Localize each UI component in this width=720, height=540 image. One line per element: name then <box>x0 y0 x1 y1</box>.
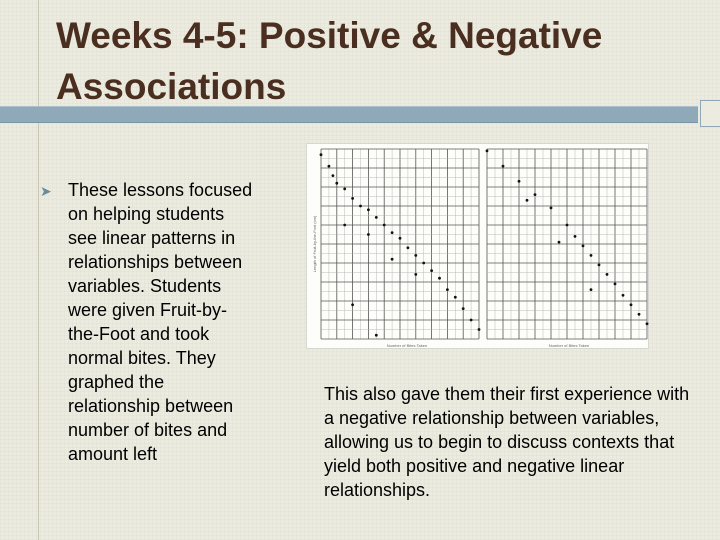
slide-title: Weeks 4-5: Positive & Negative Associati… <box>56 15 603 107</box>
chart-1-point <box>629 303 633 307</box>
chart-1-point <box>525 198 529 202</box>
chart-1-point <box>589 254 593 257</box>
slide-left-rule <box>38 0 39 540</box>
arrowhead-bullet-icon: ➤ <box>40 183 52 199</box>
chart-0-point <box>430 269 433 272</box>
chart-0-point <box>319 153 323 157</box>
chart-0-point <box>453 295 457 299</box>
chart-0-point <box>359 204 362 208</box>
chart-0-point <box>390 257 394 261</box>
chart-0-point <box>390 231 394 234</box>
chart-1-point <box>557 240 561 244</box>
chart-1-point <box>573 235 577 238</box>
chart-1-point <box>621 293 625 297</box>
chart-1-point <box>637 312 641 316</box>
chart-1-point <box>501 164 505 168</box>
chart-1-point <box>549 206 553 210</box>
chart-1-point <box>589 288 593 291</box>
chart-0-point <box>477 328 481 331</box>
chart-0-point <box>331 174 335 177</box>
chart-0-point <box>343 187 347 191</box>
chart-0-point <box>374 216 378 219</box>
chart-0-point <box>438 276 441 280</box>
chart-0-point <box>351 197 354 200</box>
chart-1-point <box>581 244 585 248</box>
chart-0-point <box>327 164 331 168</box>
graph-grid <box>320 148 648 340</box>
chart-0-point <box>406 246 410 250</box>
chart-0-point <box>382 223 386 227</box>
right-paragraph: This also gave them their first experien… <box>324 384 690 500</box>
title-accent-bar <box>0 106 698 123</box>
chart-1-point <box>605 273 609 276</box>
chart-0-point <box>351 303 354 307</box>
chart-0-point <box>367 208 370 212</box>
chart-1-point <box>533 193 537 196</box>
chart-0-point <box>374 333 378 337</box>
chart-0-point <box>446 288 449 291</box>
chart-0-point <box>469 318 473 322</box>
title-accent-bar-cap <box>700 100 720 127</box>
bullet-paragraph: These lessons focused on helping student… <box>68 180 253 464</box>
chart-0-point <box>398 236 402 240</box>
graph-image: Length of Fruit-by-the-Foot (cm) Number … <box>306 143 649 349</box>
chart-1-point <box>613 282 617 286</box>
chart-0-point <box>461 307 465 310</box>
chart-1-point <box>485 149 489 153</box>
chart-0-point <box>414 273 418 276</box>
chart-1-point <box>597 263 601 267</box>
chart-1-point <box>517 179 521 183</box>
chart-0-point <box>422 261 426 265</box>
chart-0-point <box>335 181 339 185</box>
chart-0-ylabel: Length of Fruit-by-the-Foot (cm) <box>312 215 317 272</box>
graph-points <box>319 149 649 337</box>
scatter-plots: Length of Fruit-by-the-Foot (cm) Number … <box>312 148 649 348</box>
chart-0-point <box>367 233 370 236</box>
chart-0-xlabel: Number of Bites Taken <box>387 343 427 348</box>
chart-1-xlabel: Number of Bites Taken <box>549 343 589 348</box>
chart-1-point <box>645 322 649 326</box>
chart-0-point <box>414 254 418 257</box>
chart-0-point <box>343 223 347 227</box>
chart-1-point <box>565 223 569 227</box>
